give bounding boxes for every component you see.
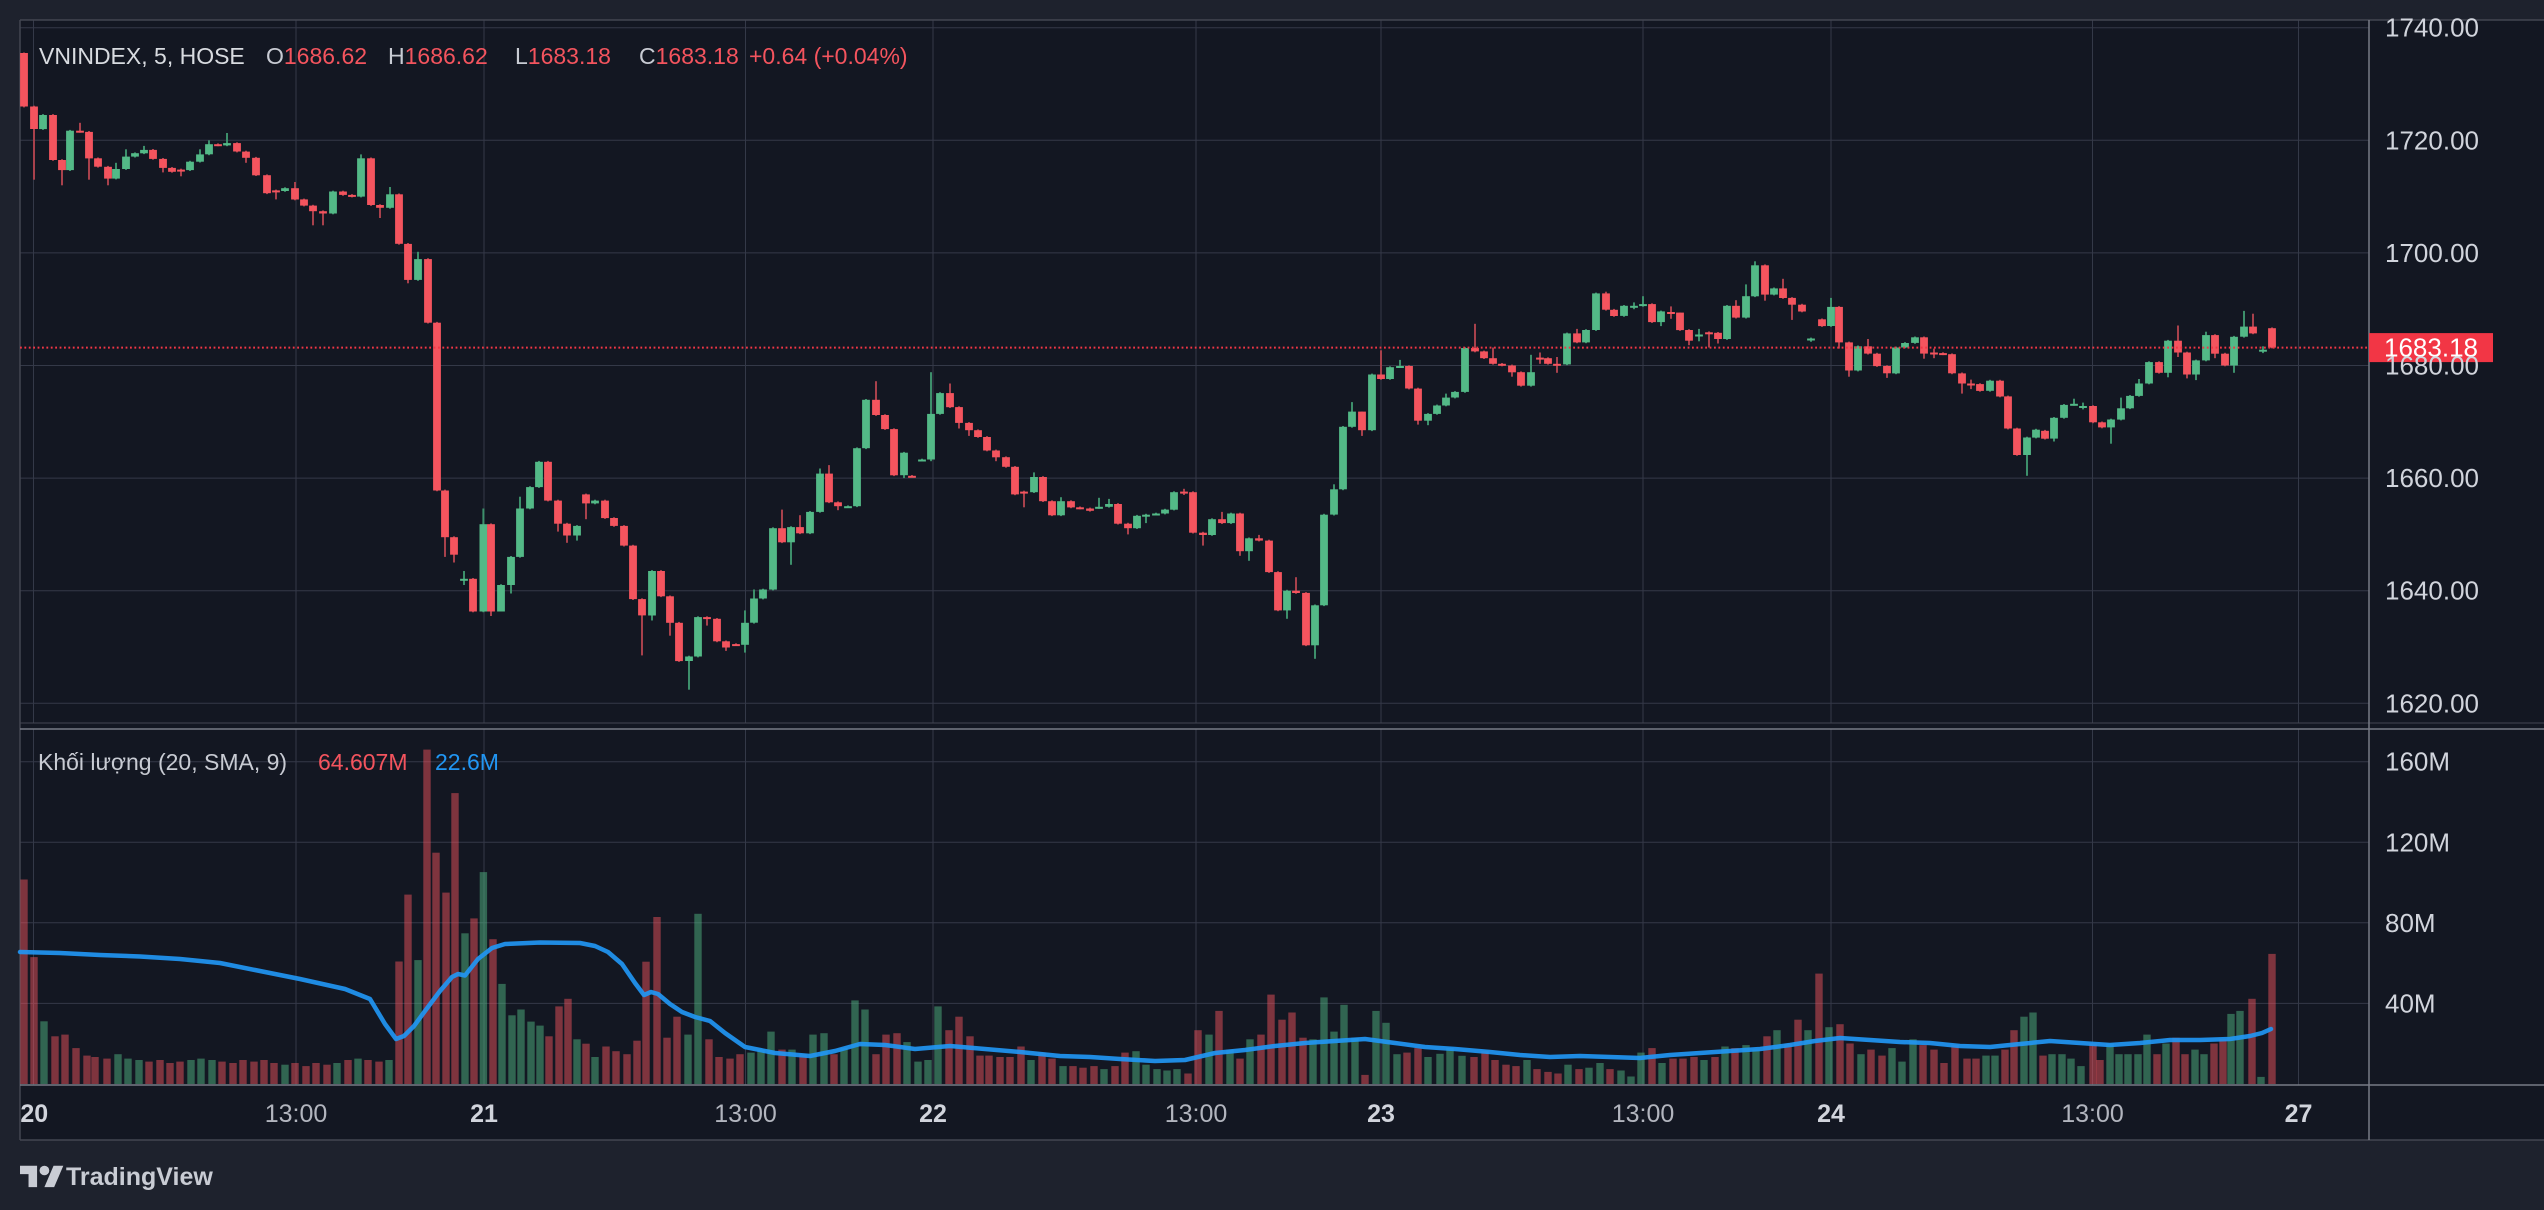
svg-text:24: 24 — [1817, 1100, 1845, 1128]
svg-text:64.607M: 64.607M — [318, 749, 408, 775]
svg-text:80M: 80M — [2385, 908, 2436, 938]
svg-text:1660.00: 1660.00 — [2385, 463, 2479, 493]
svg-text:1620.00: 1620.00 — [2385, 688, 2479, 718]
svg-text:C1683.18: C1683.18 — [639, 43, 739, 69]
svg-text:160M: 160M — [2385, 747, 2450, 777]
svg-text:1640.00: 1640.00 — [2385, 576, 2479, 606]
svg-text:22.6M: 22.6M — [435, 749, 499, 775]
svg-text:120M: 120M — [2385, 827, 2450, 857]
svg-text:40M: 40M — [2385, 988, 2436, 1018]
svg-text:23: 23 — [1367, 1100, 1395, 1128]
svg-text:13:00: 13:00 — [1612, 1100, 1675, 1128]
svg-text:L1683.18: L1683.18 — [515, 43, 611, 69]
svg-text:VNINDEX, 5, HOSE: VNINDEX, 5, HOSE — [39, 43, 245, 69]
svg-text:1680.00: 1680.00 — [2385, 351, 2479, 381]
svg-text:1740.00: 1740.00 — [2385, 13, 2479, 43]
svg-text:13:00: 13:00 — [265, 1100, 328, 1128]
svg-text:1700.00: 1700.00 — [2385, 238, 2479, 268]
svg-text:1683.18: 1683.18 — [2384, 333, 2478, 363]
svg-text:13:00: 13:00 — [714, 1100, 777, 1128]
svg-text:13:00: 13:00 — [2061, 1100, 2124, 1128]
svg-text:+0.64 (+0.04%): +0.64 (+0.04%) — [749, 43, 908, 69]
svg-text:20: 20 — [20, 1100, 48, 1128]
svg-text:TradingView: TradingView — [66, 1163, 213, 1191]
svg-text:1720.00: 1720.00 — [2385, 125, 2479, 155]
svg-text:13:00: 13:00 — [1165, 1100, 1228, 1128]
svg-text:H1686.62: H1686.62 — [388, 43, 488, 69]
svg-text:Khối lượng (20, SMA, 9): Khối lượng (20, SMA, 9) — [38, 749, 287, 775]
svg-text:O1686.62: O1686.62 — [266, 43, 367, 69]
svg-text:21: 21 — [470, 1100, 498, 1128]
svg-text:27: 27 — [2285, 1100, 2313, 1128]
svg-text:22: 22 — [919, 1100, 947, 1128]
